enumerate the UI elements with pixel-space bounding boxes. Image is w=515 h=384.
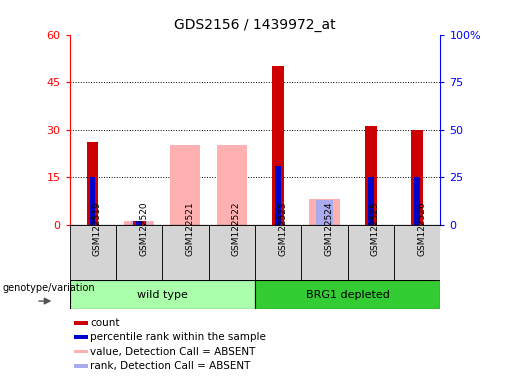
Text: GSM122526: GSM122526 — [417, 202, 426, 257]
Bar — [131, 221, 147, 225]
Bar — [124, 222, 154, 225]
Bar — [368, 177, 373, 225]
Bar — [70, 280, 255, 309]
Bar — [87, 142, 98, 225]
Text: GSM122522: GSM122522 — [232, 202, 241, 257]
Bar — [411, 130, 423, 225]
Text: GSM122521: GSM122521 — [185, 202, 194, 257]
Text: GSM122525: GSM122525 — [371, 202, 380, 257]
Title: GDS2156 / 1439972_at: GDS2156 / 1439972_at — [174, 18, 336, 32]
Bar — [116, 225, 162, 280]
Bar — [255, 225, 301, 280]
Bar — [70, 225, 116, 280]
Bar — [90, 177, 95, 225]
Text: GSM122524: GSM122524 — [324, 202, 333, 257]
Bar — [316, 200, 333, 225]
Text: percentile rank within the sample: percentile rank within the sample — [90, 332, 266, 342]
Bar — [310, 199, 339, 225]
Text: count: count — [90, 318, 119, 328]
Bar — [272, 66, 284, 225]
Bar — [74, 350, 88, 353]
Bar — [74, 321, 88, 324]
Bar — [394, 225, 440, 280]
Bar — [74, 364, 88, 367]
Text: GSM122519: GSM122519 — [93, 202, 101, 257]
Text: rank, Detection Call = ABSENT: rank, Detection Call = ABSENT — [90, 361, 250, 371]
Bar — [74, 335, 88, 339]
Bar — [209, 225, 255, 280]
Bar — [301, 225, 348, 280]
Text: wild type: wild type — [137, 290, 187, 300]
Text: genotype/variation: genotype/variation — [2, 283, 95, 293]
Text: BRG1 depleted: BRG1 depleted — [306, 290, 389, 300]
Bar — [217, 146, 247, 225]
Text: GSM122523: GSM122523 — [278, 202, 287, 257]
Bar — [133, 222, 145, 225]
Bar — [365, 126, 376, 225]
Bar — [162, 225, 209, 280]
Bar — [255, 280, 440, 309]
Text: value, Detection Call = ABSENT: value, Detection Call = ABSENT — [90, 346, 255, 356]
Bar — [276, 166, 281, 225]
Bar — [415, 177, 420, 225]
Bar — [348, 225, 394, 280]
Bar — [136, 221, 142, 225]
Text: GSM122520: GSM122520 — [139, 202, 148, 257]
Bar — [170, 146, 200, 225]
